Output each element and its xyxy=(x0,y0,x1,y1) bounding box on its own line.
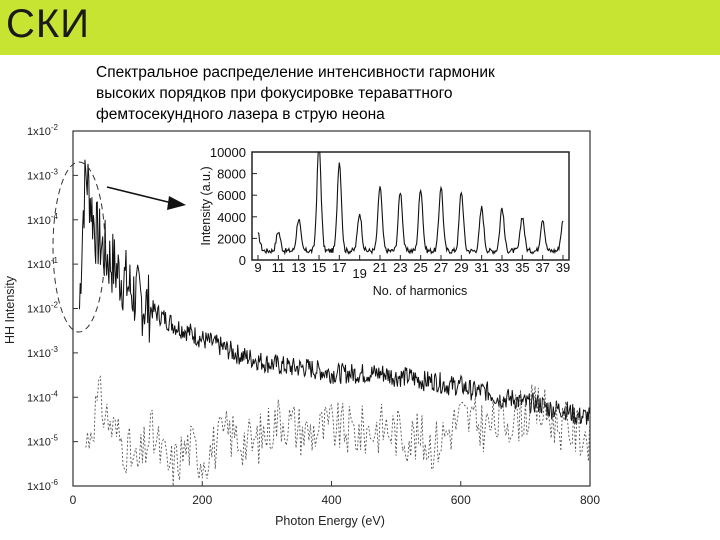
series-dotted-line xyxy=(85,375,591,487)
y-tick-label: 1x10-3 xyxy=(27,345,59,360)
x-tick-label: 0 xyxy=(70,493,77,507)
slide-title: СКИ xyxy=(6,2,90,46)
inset-y-axis-label: Intensity (a.u.) xyxy=(199,166,213,245)
caption-line: Спектральное распределение интенсивности… xyxy=(96,64,495,81)
inset-x-tick-label: 11 xyxy=(272,260,286,275)
y-tick-label: 1x10-2 xyxy=(27,301,59,316)
inset-y-tick-label: 2000 xyxy=(217,231,246,246)
inset-x-tick-label: 23 xyxy=(393,260,407,275)
caption-line: высоких порядков при фокусировке терават… xyxy=(96,85,453,102)
inset-x-tick-label: 39 xyxy=(556,260,570,275)
inset-plot-frame xyxy=(251,151,570,261)
inset-x-tick-label: 31 xyxy=(474,260,488,275)
inset-y-tick-label: 10000 xyxy=(210,145,246,160)
y-tick-label: 1x10-4 xyxy=(27,389,59,404)
series-solid-line xyxy=(79,159,591,425)
inset-y-tick-label: 6000 xyxy=(217,188,246,203)
y-tick-label: 1x10-1 xyxy=(27,256,59,271)
inset-x-axis-label: No. of harmonics xyxy=(373,284,467,298)
x-tick-label: 600 xyxy=(451,493,471,507)
highlight-ellipse xyxy=(52,161,106,333)
inset-x-tick-label: 15 xyxy=(312,260,326,275)
inset-x-tick-label: 27 xyxy=(434,260,448,275)
arrow-line xyxy=(106,186,173,204)
y-tick-label: 1x10-2 xyxy=(27,123,59,138)
x-tick-label: 800 xyxy=(580,493,600,507)
chart-caption: Спектральное распределение интенсивности… xyxy=(96,62,616,125)
y-tick-label: 1x10-6 xyxy=(27,478,59,493)
inset-y-tick-label: 4000 xyxy=(217,210,246,225)
x-tick-label: 200 xyxy=(192,493,212,507)
y-tick-label: 1x10-3 xyxy=(27,167,59,182)
inset-series-line xyxy=(257,151,564,256)
main-y-axis-label: HH Intensity xyxy=(3,275,17,344)
inset-x-tick-label: 21 xyxy=(373,260,387,275)
caption-line: фемтосекундного лазера в струю неона xyxy=(96,106,385,123)
inset-x-tick-label: 9 xyxy=(254,260,261,275)
inset-x-tick-label: 37 xyxy=(535,260,549,275)
arrow-head xyxy=(167,196,186,210)
inset-y-tick-label: 0 xyxy=(239,253,246,268)
inset-y-tick-label: 8000 xyxy=(217,167,246,182)
inset-x-tick-label: 35 xyxy=(515,260,529,275)
header-bar xyxy=(0,0,720,55)
inset-x-tick-label: 29 xyxy=(454,260,468,275)
inset-x-tick-label: 13 xyxy=(291,260,305,275)
main-x-axis-label: Photon Energy (eV) xyxy=(275,514,385,528)
inset-x-tick-label: 17 xyxy=(332,260,346,275)
y-tick-label: 1x10-4 xyxy=(27,212,59,227)
inset-x-tick-label: 33 xyxy=(495,260,509,275)
inset-x-tick-label: 19 xyxy=(352,266,366,281)
inset-x-tick-label: 25 xyxy=(413,260,427,275)
y-tick-label: 1x10-5 xyxy=(27,434,59,449)
x-tick-label: 400 xyxy=(321,493,341,507)
inset-plot-background xyxy=(252,152,569,260)
